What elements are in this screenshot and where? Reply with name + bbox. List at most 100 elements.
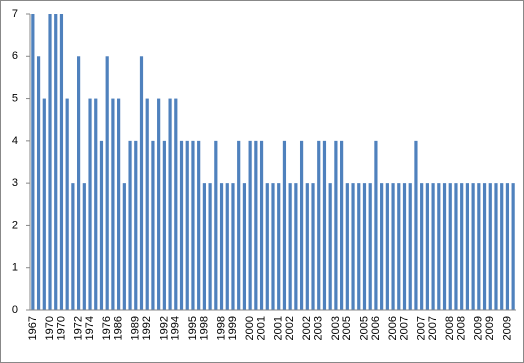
bar	[77, 56, 81, 311]
x-tick-label: 2001	[255, 316, 267, 340]
bar	[431, 183, 435, 310]
y-tick-label: 5	[12, 92, 18, 104]
x-tick-label: 2007	[416, 316, 428, 340]
bar	[48, 14, 52, 310]
bar	[397, 183, 401, 310]
x-tick-label: 2002	[301, 316, 313, 340]
x-tick-label: 1972	[73, 316, 85, 340]
x-tick-label: 1976	[101, 316, 113, 340]
bar	[42, 98, 46, 310]
bar	[322, 140, 327, 310]
bar	[111, 98, 115, 310]
bar	[157, 98, 161, 310]
bar	[162, 140, 166, 310]
bar	[317, 140, 321, 310]
bar	[219, 183, 224, 310]
bar	[59, 14, 64, 310]
x-tick-label: 1992	[158, 316, 170, 340]
bar	[328, 183, 332, 310]
x-tick-label: 2006	[370, 316, 382, 340]
x-tick-label: 2007	[427, 316, 439, 340]
bar	[294, 183, 298, 310]
bar	[345, 183, 349, 310]
x-tick-label: 2005	[358, 316, 370, 340]
bar	[254, 140, 258, 310]
bar	[128, 140, 132, 310]
bar	[94, 98, 98, 310]
bar	[208, 183, 212, 310]
bar	[357, 183, 361, 310]
x-tick-label: 1970	[44, 316, 56, 340]
y-tick-label: 3	[12, 177, 18, 189]
bar	[242, 183, 247, 310]
x-tick-label: 2009	[501, 316, 513, 340]
y-tick-label: 2	[12, 219, 18, 231]
bar	[482, 183, 487, 310]
bar	[380, 183, 384, 310]
bar	[31, 14, 35, 310]
bar	[368, 183, 372, 310]
bar	[168, 98, 172, 310]
x-tick-label: 2003	[313, 316, 325, 340]
bar	[71, 183, 75, 310]
x-tick-label: 1974	[84, 316, 96, 340]
x-tick-label: 2002	[284, 316, 296, 340]
bar	[105, 56, 109, 311]
bar	[117, 98, 121, 310]
bar	[437, 183, 441, 310]
x-tick-label: 2001	[273, 316, 285, 340]
y-tick-label: 7	[12, 8, 18, 20]
x-tick-label: 1967	[27, 316, 39, 340]
bar	[414, 140, 418, 310]
bar	[299, 140, 304, 310]
x-tick-label: 2003	[330, 316, 342, 340]
bar	[265, 183, 269, 310]
x-tick-label: 1970	[55, 316, 67, 340]
bar	[151, 140, 155, 310]
x-tick-label: 2007	[398, 316, 410, 340]
x-tick-label: 2000	[244, 316, 256, 340]
bar	[145, 98, 149, 310]
x-tick-label: 2008	[444, 316, 456, 340]
bar	[197, 140, 201, 310]
x-tick-label: 1994	[170, 316, 182, 340]
bar	[488, 183, 492, 310]
bar	[511, 183, 515, 310]
y-tick-label: 0	[12, 304, 18, 316]
bar	[36, 56, 41, 311]
bar	[259, 140, 264, 310]
bar	[174, 98, 178, 310]
bar	[460, 183, 464, 310]
y-tick-label: 4	[12, 135, 18, 147]
bar	[225, 183, 229, 310]
bar	[134, 140, 138, 310]
bar	[214, 140, 218, 310]
bar	[505, 183, 510, 310]
bar	[305, 183, 309, 310]
x-tick-label: 2005	[341, 316, 353, 340]
bar	[385, 183, 389, 310]
bar	[99, 140, 104, 310]
bar	[202, 183, 206, 310]
bar	[494, 183, 498, 310]
bar	[191, 140, 195, 310]
bar	[391, 183, 395, 310]
x-tick-label: 1992	[141, 316, 153, 340]
x-tick-label: 1995	[187, 316, 199, 340]
bar	[311, 183, 315, 310]
bar	[271, 183, 275, 310]
bar	[471, 183, 475, 310]
y-tick-label: 6	[12, 50, 18, 62]
bar	[139, 56, 144, 311]
bar	[351, 183, 355, 310]
bar	[402, 183, 407, 310]
bar	[179, 140, 184, 310]
bar	[442, 183, 447, 310]
bar	[454, 183, 458, 310]
x-tick-label: 1989	[130, 316, 142, 340]
x-tick-label: 2009	[473, 316, 485, 340]
bar	[340, 140, 344, 310]
x-tick-label: 1998	[215, 316, 227, 340]
x-tick-label: 1986	[113, 316, 125, 340]
bar	[334, 140, 338, 310]
